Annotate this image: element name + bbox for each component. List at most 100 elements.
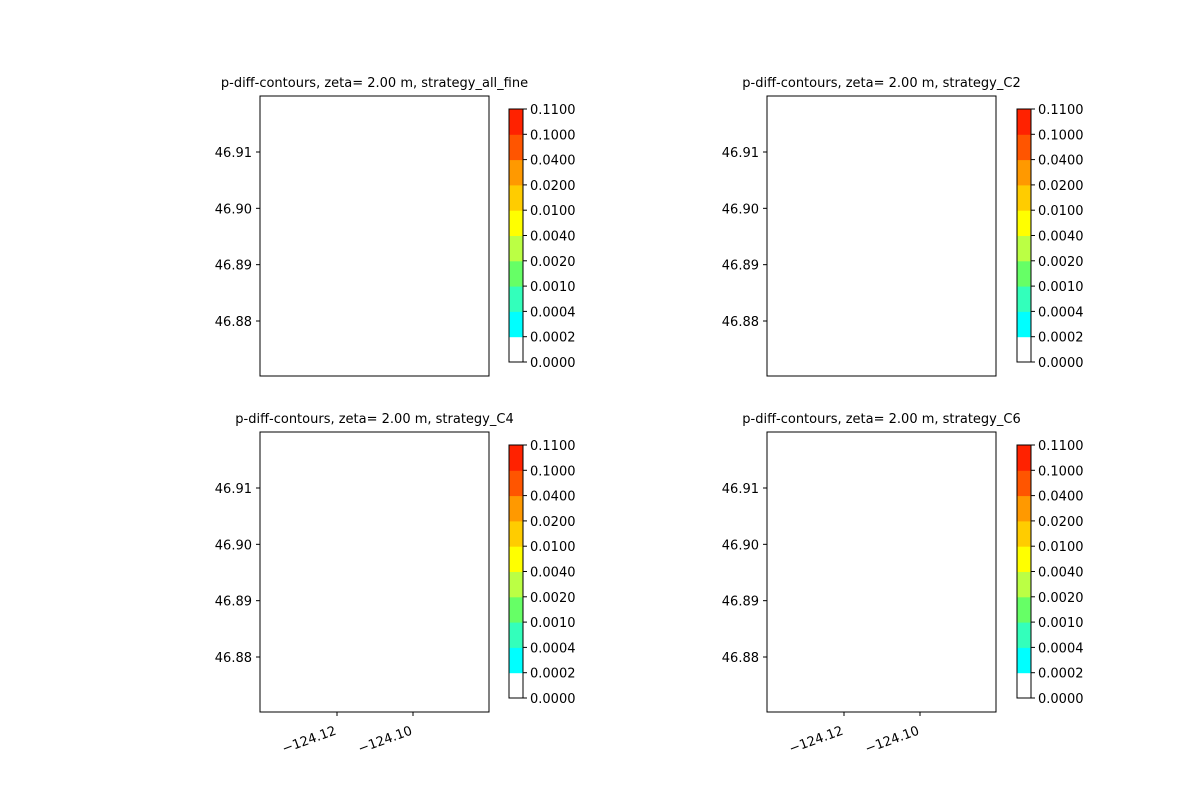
colorbar-segment	[509, 672, 523, 699]
colorbar-segment	[1017, 470, 1031, 497]
colorbar-label: 0.0200	[1038, 179, 1084, 194]
colorbar-label: 0.0400	[1038, 490, 1084, 505]
ytick-label: 46.89	[215, 595, 252, 610]
colorbar-segment	[1017, 184, 1031, 211]
panel-bg	[767, 432, 996, 712]
ytick-label: 46.90	[215, 538, 252, 553]
colorbar-label: 0.0000	[530, 692, 576, 707]
xtick-label: −124.12	[280, 724, 338, 757]
colorbar-segment	[509, 571, 523, 598]
colorbar-segment	[1017, 260, 1031, 287]
ytick-label: 46.91	[722, 482, 759, 497]
ytick-label: 46.91	[215, 146, 252, 161]
colorbar-label: 0.0020	[530, 255, 576, 270]
colorbar-label: 0.0010	[530, 280, 576, 295]
colorbar-label: 0.0020	[1038, 591, 1084, 606]
colorbar-label: 0.0004	[530, 305, 576, 320]
colorbar-label: 0.0020	[1038, 255, 1084, 270]
colorbar-segment	[509, 134, 523, 161]
colorbar-label: 0.1000	[1038, 128, 1084, 143]
colorbar-segment	[509, 210, 523, 236]
colorbar-label: 0.0040	[530, 566, 576, 581]
panel-bg	[260, 96, 489, 376]
colorbar-label: 0.1100	[530, 103, 576, 118]
colorbar-segment	[1017, 520, 1031, 547]
colorbar-segment	[509, 546, 523, 572]
ytick-label: 46.88	[215, 315, 252, 330]
colorbar-segment	[509, 647, 523, 674]
colorbar-segment	[1017, 235, 1031, 262]
colorbar-label: 0.0040	[530, 230, 576, 245]
colorbar-segment	[509, 159, 523, 186]
colorbar-label: 0.0010	[1038, 616, 1084, 631]
colorbar-segment	[1017, 546, 1031, 572]
ytick-label: 46.89	[722, 595, 759, 610]
colorbar-1: 0.0000 0.0002 0.0004 0.0010 0.0020 0.0040 0.01…	[1016, 103, 1084, 371]
colorbar-3: 0.0000 0.0002 0.0004 0.0010 0.0020 0.0040 0.01…	[1016, 439, 1084, 707]
colorbar-label: 0.0010	[1038, 280, 1084, 295]
ytick-label: 46.90	[215, 202, 252, 217]
colorbar-2: 0.0000 0.0002 0.0004 0.0010 0.0020 0.0040 0.01…	[508, 439, 576, 707]
ytick-label: 46.91	[215, 482, 252, 497]
ytick-label: 46.90	[722, 538, 759, 553]
colorbar-segment	[509, 311, 523, 338]
colorbar-segment	[1017, 159, 1031, 186]
colorbar-label: 0.1000	[530, 464, 576, 479]
colorbar-label: 0.0000	[1038, 692, 1084, 707]
colorbar-label: 0.0002	[1038, 667, 1084, 682]
colorbar-segment	[1017, 210, 1031, 236]
xtick-label: −124.10	[356, 724, 414, 757]
colorbar-label: 0.1100	[1038, 439, 1084, 454]
colorbar-label: 0.0200	[1038, 515, 1084, 530]
colorbar-segment	[509, 495, 523, 522]
panel-3: p-diff-contours, zeta= 2.00 m, strategy_…	[722, 412, 1021, 757]
ytick-label: 46.89	[215, 259, 252, 274]
colorbar-segment	[509, 336, 523, 363]
colorbar-label: 0.0002	[1038, 331, 1084, 346]
colorbar-segment	[1017, 596, 1031, 623]
colorbar-label: 0.0000	[1038, 356, 1084, 371]
colorbar-label: 0.1000	[1038, 464, 1084, 479]
panel-1: p-diff-contours, zeta= 2.00 m, strategy_…	[722, 76, 1021, 377]
colorbar-label: 0.0200	[530, 179, 576, 194]
colorbar-label: 0.0020	[530, 591, 576, 606]
panel-frame	[259, 95, 490, 377]
colorbar-label: 0.0400	[530, 490, 576, 505]
panel-title: p-diff-contours, zeta= 2.00 m, strategy_…	[742, 76, 1020, 91]
panel-frame	[259, 431, 490, 713]
ytick-label: 46.91	[722, 146, 759, 161]
colorbar-segment	[509, 520, 523, 547]
colorbar-label: 0.0010	[530, 616, 576, 631]
colorbar-segment	[1017, 622, 1031, 648]
colorbar-label: 0.0200	[530, 515, 576, 530]
colorbar-segment	[1017, 445, 1031, 471]
colorbar-segment	[1017, 647, 1031, 674]
colorbar-label: 0.0400	[530, 154, 576, 169]
colorbar-segment	[1017, 571, 1031, 598]
ytick-label: 46.90	[722, 202, 759, 217]
colorbar-segment	[1017, 495, 1031, 522]
colorbar-label: 0.0002	[530, 667, 576, 682]
colorbar-label: 0.0004	[530, 641, 576, 656]
panel-2: p-diff-contours, zeta= 2.00 m, strategy_…	[215, 412, 514, 757]
panel-title: p-diff-contours, zeta= 2.00 m, strategy_…	[742, 412, 1020, 427]
colorbar-label: 0.0100	[1038, 540, 1084, 555]
colorbar-label: 0.0004	[1038, 305, 1084, 320]
colorbar-segment	[509, 470, 523, 497]
ytick-label: 46.89	[722, 259, 759, 274]
colorbar-label: 0.0100	[530, 540, 576, 555]
ytick-label: 46.88	[722, 651, 759, 666]
colorbar-label: 0.0040	[1038, 230, 1084, 245]
colorbar-label: 0.0002	[530, 331, 576, 346]
colorbar-label: 0.0400	[1038, 154, 1084, 169]
colorbar-label: 0.1000	[530, 128, 576, 143]
colorbar-segment	[509, 260, 523, 287]
colorbar-segment	[509, 109, 523, 135]
colorbar-label: 0.0040	[1038, 566, 1084, 581]
colorbar-segment	[1017, 336, 1031, 363]
panel-0: p-diff-contours, zeta= 2.00 m, strategy_…	[215, 76, 528, 377]
colorbar-segment	[1017, 311, 1031, 338]
colorbar-label: 0.0100	[530, 204, 576, 219]
panel-title: p-diff-contours, zeta= 2.00 m, strategy_…	[221, 76, 528, 91]
